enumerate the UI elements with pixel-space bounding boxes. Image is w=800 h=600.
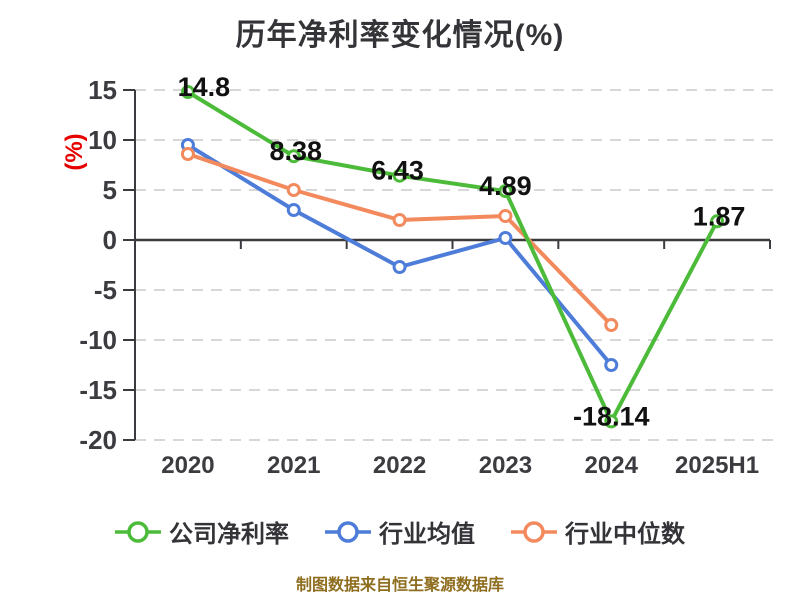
y-tick-label: -10 bbox=[79, 325, 117, 355]
chart-title: 历年净利率变化情况(%) bbox=[235, 19, 565, 52]
data-point-行业均值 bbox=[604, 358, 619, 372]
x-tick-label: 2023 bbox=[479, 452, 532, 479]
legend-item-公司净利率[interactable]: 公司净利率 bbox=[115, 514, 289, 549]
chart-footer: 制图数据来自恒生聚源数据库 bbox=[295, 577, 504, 594]
x-tick-label: 2025H1 bbox=[675, 452, 759, 479]
data-label: 14.8 bbox=[178, 72, 231, 102]
y-tick-label: 5 bbox=[103, 175, 117, 205]
y-tick-label: -5 bbox=[94, 275, 117, 305]
y-tick-label: 0 bbox=[103, 225, 117, 255]
legend-marker-icon bbox=[115, 520, 161, 543]
x-tick-label: 2020 bbox=[161, 452, 214, 479]
data-point-公司净利率 bbox=[710, 214, 725, 229]
chart-legend: 公司净利率 行业均值 行业中位数 bbox=[0, 514, 800, 549]
data-point-公司净利率 bbox=[498, 184, 513, 199]
data-point-行业中位数 bbox=[604, 318, 619, 332]
y-tick-label: 10 bbox=[88, 125, 117, 155]
y-tick-label: 15 bbox=[88, 75, 117, 105]
data-point-行业均值 bbox=[498, 231, 513, 245]
legend-label: 公司净利率 bbox=[169, 521, 289, 548]
data-label: 8.38 bbox=[269, 136, 322, 166]
line-chart-plot: 15 10 5 0 -5 -10 -15 -20 2020 2021 2022 2023 2024 202… bbox=[79, 72, 775, 479]
data-point-行业中位数 bbox=[498, 209, 513, 223]
legend-marker-icon bbox=[325, 520, 371, 543]
data-point-公司净利率 bbox=[180, 85, 195, 99]
legend-item-行业中位数[interactable]: 行业中位数 bbox=[511, 514, 685, 549]
y-tick-label: -15 bbox=[79, 375, 117, 405]
data-label: -18.14 bbox=[573, 401, 650, 431]
legend-item-行业均值[interactable]: 行业均值 bbox=[325, 514, 475, 549]
data-label: 6.43 bbox=[371, 156, 424, 186]
data-label: 4.89 bbox=[479, 171, 532, 201]
y-tick-label: -20 bbox=[79, 425, 117, 455]
x-tick-label: 2021 bbox=[267, 452, 320, 479]
data-label: 1.87 bbox=[693, 201, 746, 231]
data-point-公司净利率 bbox=[286, 149, 301, 164]
x-tick-label: 2022 bbox=[373, 452, 426, 479]
data-point-行业均值 bbox=[392, 260, 407, 274]
legend-marker-icon bbox=[511, 520, 557, 543]
x-tick-label: 2024 bbox=[585, 452, 639, 479]
data-point-公司净利率 bbox=[392, 168, 407, 183]
legend-label: 行业均值 bbox=[379, 521, 475, 548]
data-point-公司净利率 bbox=[604, 414, 619, 429]
data-point-行业均值 bbox=[286, 203, 301, 217]
data-point-行业中位数 bbox=[180, 147, 195, 161]
data-point-行业中位数 bbox=[392, 213, 407, 227]
data-point-行业中位数 bbox=[286, 183, 301, 197]
series-line-公司净利率 bbox=[185, 90, 720, 424]
legend-label: 行业中位数 bbox=[565, 521, 685, 548]
